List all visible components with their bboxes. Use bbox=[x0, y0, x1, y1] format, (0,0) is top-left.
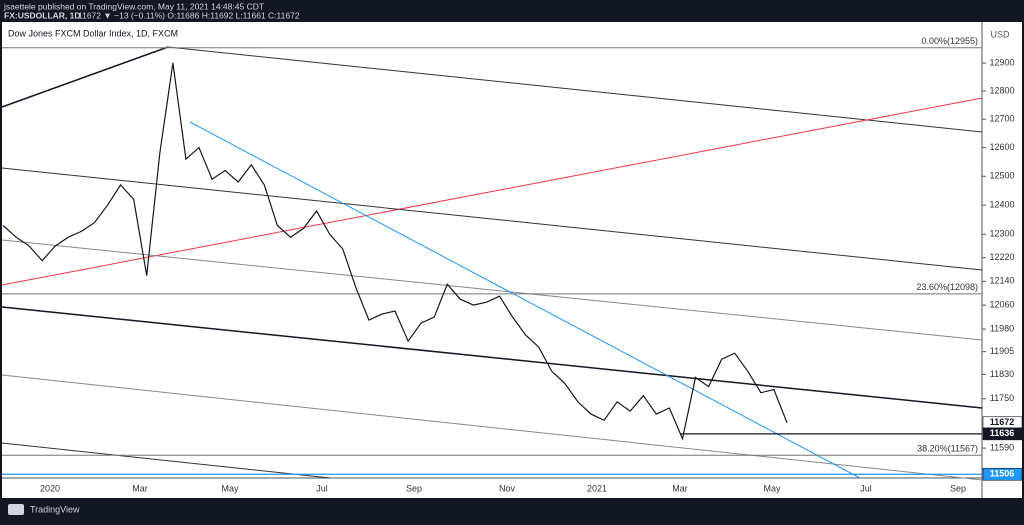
fib-label: 0.00%(12955) bbox=[921, 36, 978, 46]
x-tick-label: Nov bbox=[499, 483, 516, 493]
trend-line bbox=[167, 46, 983, 133]
y-tick-label: 12300 bbox=[989, 229, 1014, 239]
x-tick-label: Mar bbox=[672, 483, 688, 493]
y-tick-label: 12500 bbox=[989, 171, 1014, 181]
y-tick-label: 12400 bbox=[989, 200, 1014, 210]
x-tick-label: May bbox=[763, 483, 781, 493]
price-label: 11672 bbox=[990, 417, 1015, 427]
drawings bbox=[1, 46, 983, 481]
x-tick-label: Jul bbox=[316, 483, 328, 493]
y-tick-label: 12140 bbox=[989, 276, 1014, 286]
trend-line bbox=[1, 239, 983, 341]
price-box bbox=[982, 467, 1023, 481]
y-tick-label: 11590 bbox=[990, 442, 1014, 452]
x-tick-label: 2021 bbox=[587, 483, 607, 493]
brand: TradingView bbox=[30, 504, 80, 514]
trend-line bbox=[189, 121, 861, 479]
trend-line bbox=[1, 374, 983, 481]
plot-area bbox=[2, 22, 982, 478]
x-tick-label: May bbox=[221, 483, 239, 493]
trend-line bbox=[1, 306, 983, 409]
trend-line bbox=[1, 46, 169, 108]
trend-line bbox=[1, 167, 983, 271]
y-tick-label: 11830 bbox=[990, 369, 1014, 379]
y-tick-label: 11980 bbox=[990, 323, 1014, 333]
x-tick-label: Mar bbox=[132, 483, 148, 493]
y-tick-label: 12700 bbox=[989, 114, 1014, 124]
x-tick-label: Sep bbox=[950, 483, 966, 493]
brand-logo bbox=[8, 504, 24, 515]
x-tick-label: Sep bbox=[406, 483, 422, 493]
currency: USD bbox=[990, 29, 1010, 39]
y-tick-label: 12800 bbox=[989, 85, 1014, 95]
publisher: jsaettele published on TradingView.com, … bbox=[3, 1, 264, 11]
trend-line bbox=[1, 97, 983, 286]
price-box bbox=[982, 427, 1023, 441]
chart-title: Dow Jones FXCM Dollar Index, 1D, FXCM bbox=[8, 28, 178, 38]
trend-line bbox=[1, 442, 331, 479]
price-label: 11506 bbox=[990, 469, 1015, 479]
quote: 11672 ▼ −13 (−0.11%) O:11686 H:11692 L:1… bbox=[78, 10, 300, 20]
fib-label: 23.60%(12098) bbox=[916, 282, 978, 292]
y-tick-label: 11750 bbox=[990, 393, 1014, 403]
y-tick-label: 12600 bbox=[989, 142, 1014, 152]
x-tick-label: Jul bbox=[860, 483, 872, 493]
y-tick-label: 12220 bbox=[989, 252, 1014, 262]
price-line-series bbox=[2, 62, 788, 441]
y-tick-label: 12900 bbox=[989, 57, 1014, 67]
y-tick-label: 12060 bbox=[989, 300, 1014, 310]
time-axis bbox=[2, 478, 982, 498]
fib-label: 38.20%(11567) bbox=[917, 444, 978, 454]
symbol: FX:USDOLLAR, 1D bbox=[4, 10, 81, 20]
y-tick-label: 11905 bbox=[990, 346, 1014, 356]
price-label: 11636 bbox=[990, 428, 1015, 438]
x-tick-label: 2020 bbox=[40, 483, 60, 493]
